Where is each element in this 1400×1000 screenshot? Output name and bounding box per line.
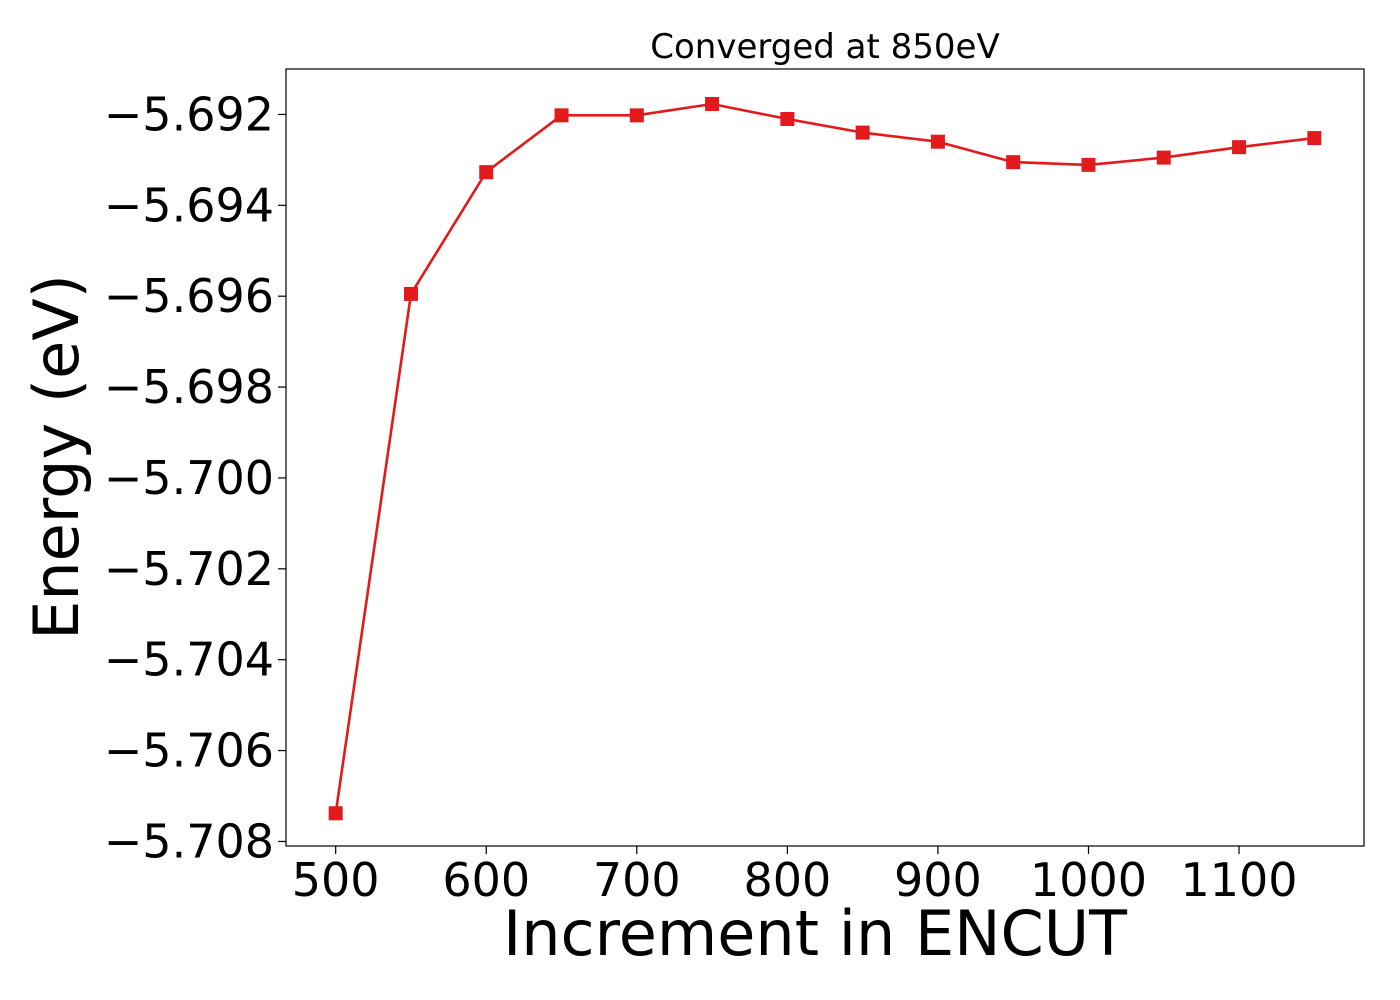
data-point (629, 108, 644, 123)
data-point (705, 96, 720, 111)
plot-frame (285, 68, 1365, 847)
x-tick-label: 600 (442, 853, 530, 907)
x-tick-label: 700 (593, 853, 681, 907)
x-axis: 500 600 700 800 900 1000 1100 (292, 846, 1298, 907)
series-line (334, 102, 1315, 814)
x-tick-label: 1000 (1030, 853, 1147, 907)
data-point (403, 286, 418, 301)
data-point (855, 125, 870, 140)
y-tick-label: −5.698 (104, 360, 274, 414)
series-energy (328, 96, 1322, 821)
y-tick-label: −5.692 (104, 87, 274, 141)
y-axis: −5.692 −5.694 −5.696 −5.698 −5.700 −5.702 −5.7… (104, 87, 286, 868)
data-point (1156, 150, 1171, 165)
y-tick-label: −5.704 (104, 633, 274, 687)
data-point (1232, 140, 1247, 155)
y-tick-label: −5.696 (104, 269, 274, 323)
plot-area (285, 68, 1365, 847)
data-point (930, 134, 945, 149)
x-tick-label: 500 (292, 853, 380, 907)
y-tick-label: −5.706 (104, 724, 274, 778)
data-point (554, 108, 569, 123)
x-tick-label: 800 (743, 853, 831, 907)
x-tick-label: 900 (894, 853, 982, 907)
data-point (479, 165, 494, 180)
data-point (328, 806, 343, 821)
x-tick-label: 1100 (1180, 853, 1297, 907)
data-point (1081, 157, 1096, 172)
y-tick-label: −5.694 (104, 178, 274, 232)
data-point (780, 111, 795, 126)
x-axis-label: Increment in ENCUT (503, 897, 1128, 970)
y-axis-label: Energy (eV) (20, 274, 93, 640)
data-point (1307, 131, 1322, 146)
y-tick-label: −5.708 (104, 814, 274, 868)
data-point (1006, 155, 1021, 170)
chart-title: Converged at 850eV (650, 27, 999, 67)
y-tick-label: −5.702 (104, 542, 274, 596)
y-tick-label: −5.700 (104, 451, 274, 505)
